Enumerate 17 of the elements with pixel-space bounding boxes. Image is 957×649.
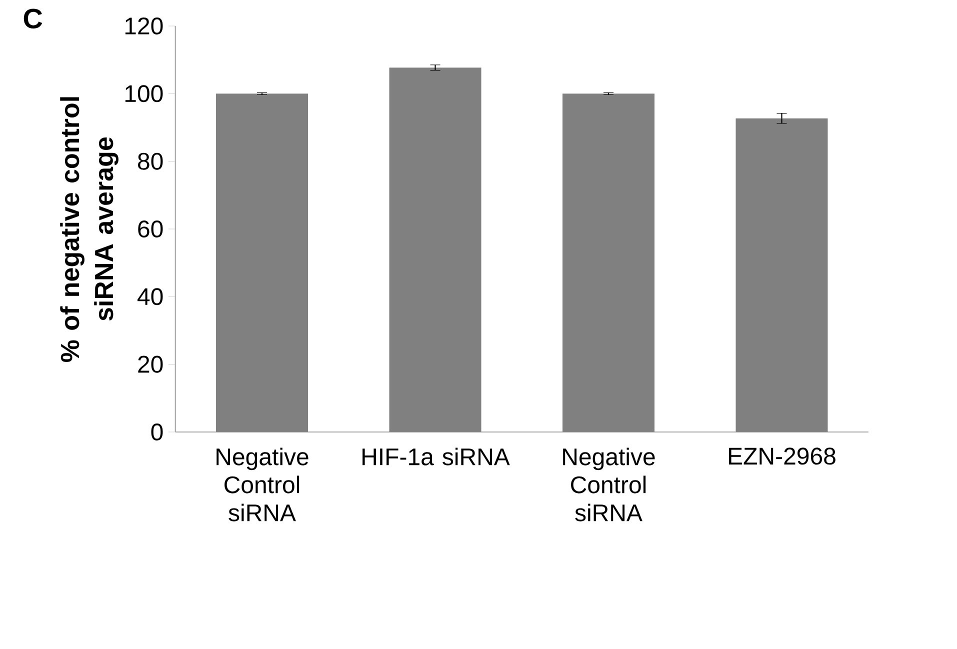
y-axis-title: % of negative control siRNA average	[60, 97, 118, 362]
y-tick-label: 20	[138, 356, 163, 373]
text: C	[24, 8, 42, 29]
y-tick-label: 60	[138, 220, 163, 238]
y-tick-label: 80	[138, 152, 163, 170]
bar	[736, 118, 828, 432]
bar	[216, 94, 308, 432]
bar	[389, 68, 482, 432]
x-tick-label: Negative Control siRNA	[563, 448, 655, 522]
bar	[562, 94, 654, 432]
y-tick-label: 100	[125, 85, 163, 102]
x-tick-label: Negative Control siRNA	[216, 448, 308, 522]
y-tick-label: 40	[138, 288, 163, 306]
y-tick-label: 120	[125, 17, 163, 34]
y-tick-label: 0	[151, 423, 163, 440]
x-tick-label: HIF-1a siRNA	[362, 448, 510, 466]
x-tick-label: EZN-2968	[729, 448, 836, 465]
